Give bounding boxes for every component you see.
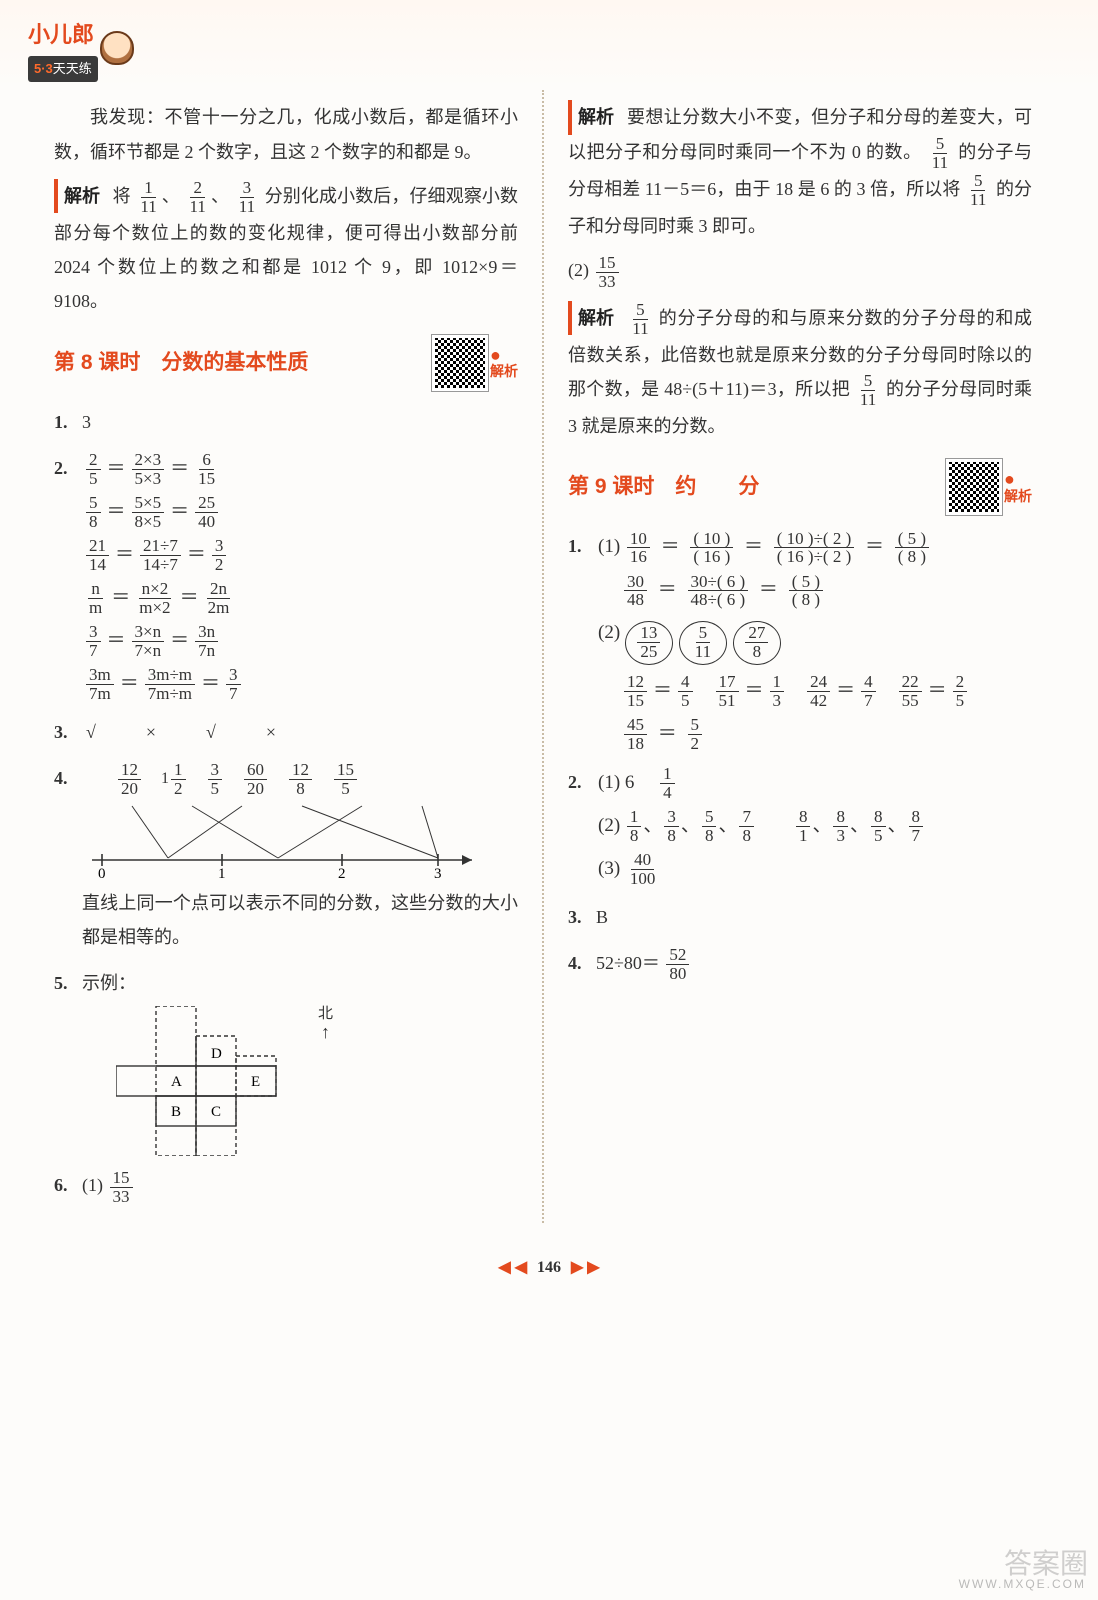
svg-text:3: 3 [434, 866, 442, 880]
lesson-8-heading: 第 8 课时 分数的基本性质 ●解析 [54, 335, 518, 391]
q4: 4. 1220112356020128155 0123 [54, 761, 518, 954]
north-arrow-icon: ↑ [321, 1022, 330, 1042]
analysis-block: 解析 将 111、 211、 311 分别化成小数后，仔细观察小数部分每个数位上… [54, 179, 518, 319]
content-columns: 我发现：不管十一分之几，化成小数后，都是循环小数，循环节都是 2 个数字，且这 … [0, 90, 1098, 1243]
r-q3: 3. B [568, 900, 1032, 934]
watermark-url: WWW.MXQE.COM [959, 1573, 1086, 1596]
brand-name: 小儿郎 [28, 14, 94, 56]
q5-svg: A B C D E [116, 1006, 306, 1156]
footer-arrows-right: ▶ ▶ [571, 1259, 600, 1276]
q2-row: 25＝2×35×3＝615 [84, 451, 518, 488]
circled-fraction: 1325 [625, 621, 673, 665]
q4-label: 35 [206, 761, 225, 798]
qr-code-icon [432, 335, 488, 391]
svg-text:1: 1 [218, 866, 226, 880]
brand-subline: 5·3天天练 [28, 56, 98, 83]
qr-wrap: ●解析 [946, 459, 1032, 515]
q2-row: nm＝n×2m×2＝2n2m [84, 580, 518, 617]
r-q2: 2. (1) 6 14 (2) 18、38、58、78 81、83、85、87 … [568, 765, 1032, 888]
frac-3-11: 311 [236, 179, 258, 216]
frac-1-11: 111 [137, 179, 159, 216]
q6: 6. (1) 1533 [54, 1168, 518, 1205]
r-q1-row5: 4518 ＝ 52 [622, 716, 1032, 753]
footer-arrows-left: ◀ ◀ [498, 1259, 527, 1276]
number-line-svg: 0 1 2 3 [82, 800, 482, 880]
q5-grid-diagram: A B C D E 北 ↑ [116, 1006, 518, 1156]
svg-text:2: 2 [338, 866, 346, 880]
watermark: 答案圈 [1004, 1537, 1088, 1590]
mascot-icon [100, 31, 134, 65]
svg-text:D: D [211, 1046, 222, 1062]
intro-paragraph: 我发现：不管十一分之几，化成小数后，都是循环小数，循环节都是 2 个数字，且这 … [54, 100, 518, 168]
analysis-label: 解析 [568, 100, 618, 134]
frac-2-11: 211 [187, 179, 209, 216]
q4-label: 112 [161, 761, 188, 798]
qr-code-icon [946, 459, 1002, 515]
qr-label: ●解析 [1004, 470, 1032, 504]
q2-row: 58＝5×58×5＝2540 [84, 494, 518, 531]
q6-frac: 1533 [110, 1169, 133, 1206]
right-column: 解析 要想让分数大小不变，但分子和分母的差变大，可以把分子和分母同时乘同一个不为… [544, 90, 1050, 1223]
r-q1-row3: (2) 1325511278 [598, 615, 1032, 666]
q5: 5. 示例： A [54, 966, 518, 1156]
r-q1-row2: 3048 ＝ 30÷( 6 )48÷( 6 ) ＝ ( 5 )( 8 ) [622, 572, 1032, 609]
svg-text:E: E [251, 1074, 260, 1090]
q1: 1. 3 [54, 405, 518, 439]
q4-label: 128 [287, 761, 314, 798]
circled-fraction: 511 [679, 621, 727, 665]
circled-fraction: 278 [733, 621, 781, 665]
q4-note: 直线上同一个点可以表示不同的分数，这些分数的大小都是相等的。 [82, 886, 518, 954]
q2-row: 37＝3×n7×n＝3n7n [84, 623, 518, 660]
r-q1-row1: (1) 1016 ＝ ( 10 )( 16 ) ＝ ( 10 )÷( 2 )( … [598, 529, 1032, 566]
right-part2: (2) 1533 [568, 253, 1032, 290]
svg-text:B: B [171, 1104, 181, 1120]
qr-label: ●解析 [490, 346, 518, 380]
r-q1: 1. (1) 1016 ＝ ( 10 )( 16 ) ＝ ( 10 )÷( 2 … [568, 529, 1032, 752]
q2: 2. 25＝2×35×3＝61558＝5×58×5＝25402114＝21÷71… [54, 451, 518, 703]
page-footer: ◀ ◀ 146 ▶ ▶ [0, 1243, 1098, 1305]
q2-row: 2114＝21÷714÷7＝32 [84, 537, 518, 574]
q4-label: 6020 [242, 761, 269, 798]
page-number: 146 [537, 1259, 561, 1276]
analysis-label: 解析 [568, 301, 618, 335]
lesson-9-heading: 第 9 课时 约 分 ●解析 [568, 459, 1032, 515]
q2-row: 3m7m＝3m÷m7m÷m＝37 [84, 666, 518, 703]
q4-label: 1220 [116, 761, 143, 798]
q4-label: 155 [332, 761, 359, 798]
svg-text:0: 0 [98, 866, 106, 880]
svg-text:A: A [171, 1074, 182, 1090]
analysis-label: 解析 [54, 179, 104, 213]
qr-wrap: ●解析 [432, 335, 518, 391]
page-header: 小儿郎 5·3天天练 [0, 0, 1098, 90]
q3: 3. √ × √ × [54, 715, 518, 749]
lesson8-questions: 1. 3 2. 25＝2×35×3＝61558＝5×58×5＝25402114＝… [54, 405, 518, 1206]
north-indicator: 北 ↑ [318, 1006, 333, 1042]
left-column: 我发现：不管十一分之几，化成小数后，都是循环小数，循环节都是 2 个数字，且这 … [48, 90, 544, 1223]
r-q1-row4: 1215＝45 1751＝13 2442＝47 2255＝25 [622, 673, 1032, 710]
svg-text:C: C [211, 1104, 221, 1120]
brand-logo: 小儿郎 5·3天天练 [28, 14, 98, 82]
r-q4: 4. 52÷80＝ 5280 [568, 946, 1032, 983]
right-analysis-1: 解析 要想让分数大小不变，但分子和分母的差变大，可以把分子和分母同时乘同一个不为… [568, 100, 1032, 243]
right-analysis-2: 解析 511 的分子分母的和与原来分数的分子分母的和成倍数关系，此倍数也就是原来… [568, 301, 1032, 444]
lesson9-questions: 1. (1) 1016 ＝ ( 10 )( 16 ) ＝ ( 10 )÷( 2 … [568, 529, 1032, 983]
number-line-diagram: 1220 112 35 6020 128 155 0 1 2 3 [82, 761, 518, 880]
